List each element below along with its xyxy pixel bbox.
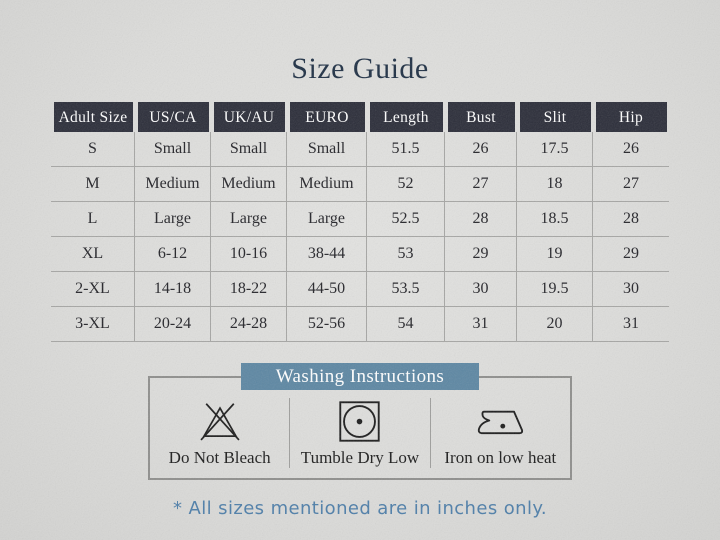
table-cell: Medium [135, 167, 211, 201]
table-cell: 29 [623, 245, 639, 262]
table-cell: 27 [445, 167, 517, 201]
table-cell: XL [51, 237, 135, 271]
table-cell: 18.5 [517, 202, 593, 236]
table-cell: 28 [623, 210, 639, 227]
column-header: EURO [289, 102, 365, 132]
size-table-body: S Small Small Small 51.5 26 17.5 26 M Medium Mediu… [51, 132, 669, 342]
iron-low-heat-icon [472, 398, 528, 444]
washing-item-label: Iron on low heat [444, 448, 557, 467]
column-header: UK/AU [213, 102, 285, 132]
washing-item-label: Do Not Bleach [168, 448, 271, 467]
do-not-bleach-icon [195, 398, 245, 444]
table-row: M Medium Medium Medium 52 27 18 27 [51, 167, 669, 202]
table-cell: 52.5 [367, 202, 445, 236]
column-header: Length [369, 102, 443, 132]
table-cell: 53.5 [367, 272, 445, 306]
table-cell: 18 [517, 167, 593, 201]
table-cell: Large [135, 202, 211, 236]
table-cell: 10-16 [211, 237, 287, 271]
table-row: 3-XL 20-24 24-28 52-56 54 31 20 31 [51, 307, 669, 342]
table-cell: 6-12 [135, 237, 211, 271]
table-cell: 20 [517, 307, 593, 341]
table-cell: 27 [623, 175, 639, 192]
table-cell: L [51, 202, 135, 236]
table-cell: 26 [445, 132, 517, 166]
column-header: Adult Size [53, 102, 133, 132]
table-cell: Small [135, 132, 211, 166]
column-header: US/CA [137, 102, 209, 132]
washing-item-label: Tumble Dry Low [300, 448, 420, 467]
table-cell: Small [211, 132, 287, 166]
table-cell: 52 [367, 167, 445, 201]
table-row: 2-XL 14-18 18-22 44-50 53.5 30 19.5 30 [51, 272, 669, 307]
table-cell: 38-44 [287, 237, 367, 271]
table-row: S Small Small Small 51.5 26 17.5 26 [51, 132, 669, 167]
table-cell: 14-18 [135, 272, 211, 306]
table-cell: 51.5 [367, 132, 445, 166]
washing-item: Iron on low heat [429, 398, 570, 468]
washing-item: Tumble Dry Low [289, 398, 429, 468]
table-cell: 18-22 [211, 272, 287, 306]
column-header: Bust [447, 102, 515, 132]
washing-instructions-bar: Washing Instructions [241, 363, 479, 390]
table-cell: 19 [517, 237, 593, 271]
table-cell: 31 [445, 307, 517, 341]
footnote: * All sizes mentioned are in inches only… [173, 497, 547, 519]
column-header: Slit [519, 102, 591, 132]
column-header: Hip [595, 102, 667, 132]
table-cell: M [51, 167, 135, 201]
table-cell: 31 [623, 315, 639, 332]
table-cell: 17.5 [517, 132, 593, 166]
table-cell: Large [287, 202, 367, 236]
table-cell: 2-XL [51, 272, 135, 306]
table-cell: 20-24 [135, 307, 211, 341]
washing-item: Do Not Bleach [150, 398, 289, 468]
tumble-dry-low-icon [337, 398, 382, 444]
table-cell: 44-50 [287, 272, 367, 306]
table-cell: 52-56 [287, 307, 367, 341]
table-cell: 30 [623, 280, 639, 297]
table-cell: 54 [367, 307, 445, 341]
washing-instructions-section: Washing Instructions Do Not Bleach [148, 363, 572, 480]
washing-instructions-box: Do Not Bleach Tumble Dry Low [148, 376, 572, 480]
table-cell: Medium [211, 167, 287, 201]
table-header-row: Adult Size US/CA UK/AU EURO Length Bust Slit Hi… [51, 102, 669, 132]
page-title: Size Guide [291, 52, 429, 85]
table-row: XL 6-12 10-16 38-44 53 29 19 29 [51, 237, 669, 272]
table-cell: 30 [445, 272, 517, 306]
table-cell: S [51, 132, 135, 166]
table-cell: 53 [367, 237, 445, 271]
table-cell: Medium [287, 167, 367, 201]
table-cell: 28 [445, 202, 517, 236]
table-cell: 3-XL [51, 307, 135, 341]
size-guide-table: Adult Size US/CA UK/AU EURO Length Bust Slit Hi… [51, 102, 669, 342]
table-cell: 19.5 [517, 272, 593, 306]
table-cell: 29 [445, 237, 517, 271]
table-cell: 26 [623, 140, 639, 157]
table-cell: 24-28 [211, 307, 287, 341]
table-cell: Large [211, 202, 287, 236]
table-cell: Small [287, 132, 367, 166]
table-row: L Large Large Large 52.5 28 18.5 28 [51, 202, 669, 237]
